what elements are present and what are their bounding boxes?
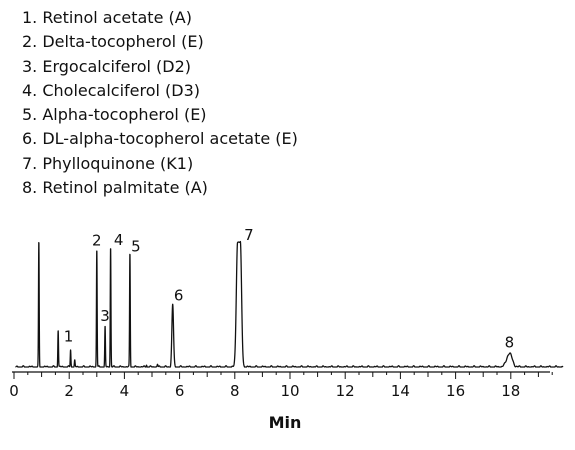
chromatogram-trace [14,240,564,368]
legend-item-4: 4. Cholecalciferol (D3) [22,80,201,100]
x-tick-label: 0 [9,382,19,400]
x-tick-label: 6 [175,382,185,400]
legend-item-2: 2. Delta-tocopherol (E) [22,32,204,52]
peak-label-1: 1 [64,328,74,346]
x-tick-label: 14 [391,382,410,400]
peak-label-8: 8 [505,333,515,351]
x-tick-label: 16 [446,382,465,400]
x-tick-label: 4 [120,382,130,400]
x-tick-label: 2 [64,382,74,400]
peak-label-3: 3 [100,307,110,325]
legend-item-5: 5. Alpha-tocopherol (E) [22,105,207,125]
x-tick-label: 12 [336,382,355,400]
legend-item-6: 6. DL-alpha-tocopherol acetate (E) [22,129,298,149]
x-axis-title: Min [269,413,302,432]
x-tick-label: 10 [280,382,299,400]
legend-item-7: 7. Phylloquinone (K1) [22,153,194,173]
peak-label-7: 7 [244,226,254,244]
legend-item-3: 3. Ergocalciferol (D2) [22,56,191,76]
peak-legend: 1. Retinol acetate (A) 2. Delta-tocopher… [22,6,298,200]
x-axis-ticks: 0 2 4 6 8 10 12 14 16 18 [9,372,553,400]
legend-item-8: 8. Retinol palmitate (A) [22,178,208,198]
legend-item-1: 1. Retinol acetate (A) [22,8,192,27]
peak-label-4: 4 [114,231,124,249]
x-tick-label: 18 [501,382,520,400]
peak-label-2: 2 [92,232,102,250]
peak-label-6: 6 [174,287,184,305]
x-tick-label: 8 [230,382,240,400]
peak-label-5: 5 [131,237,141,255]
peak-labels: 1 2 3 4 5 6 7 8 [64,226,514,351]
